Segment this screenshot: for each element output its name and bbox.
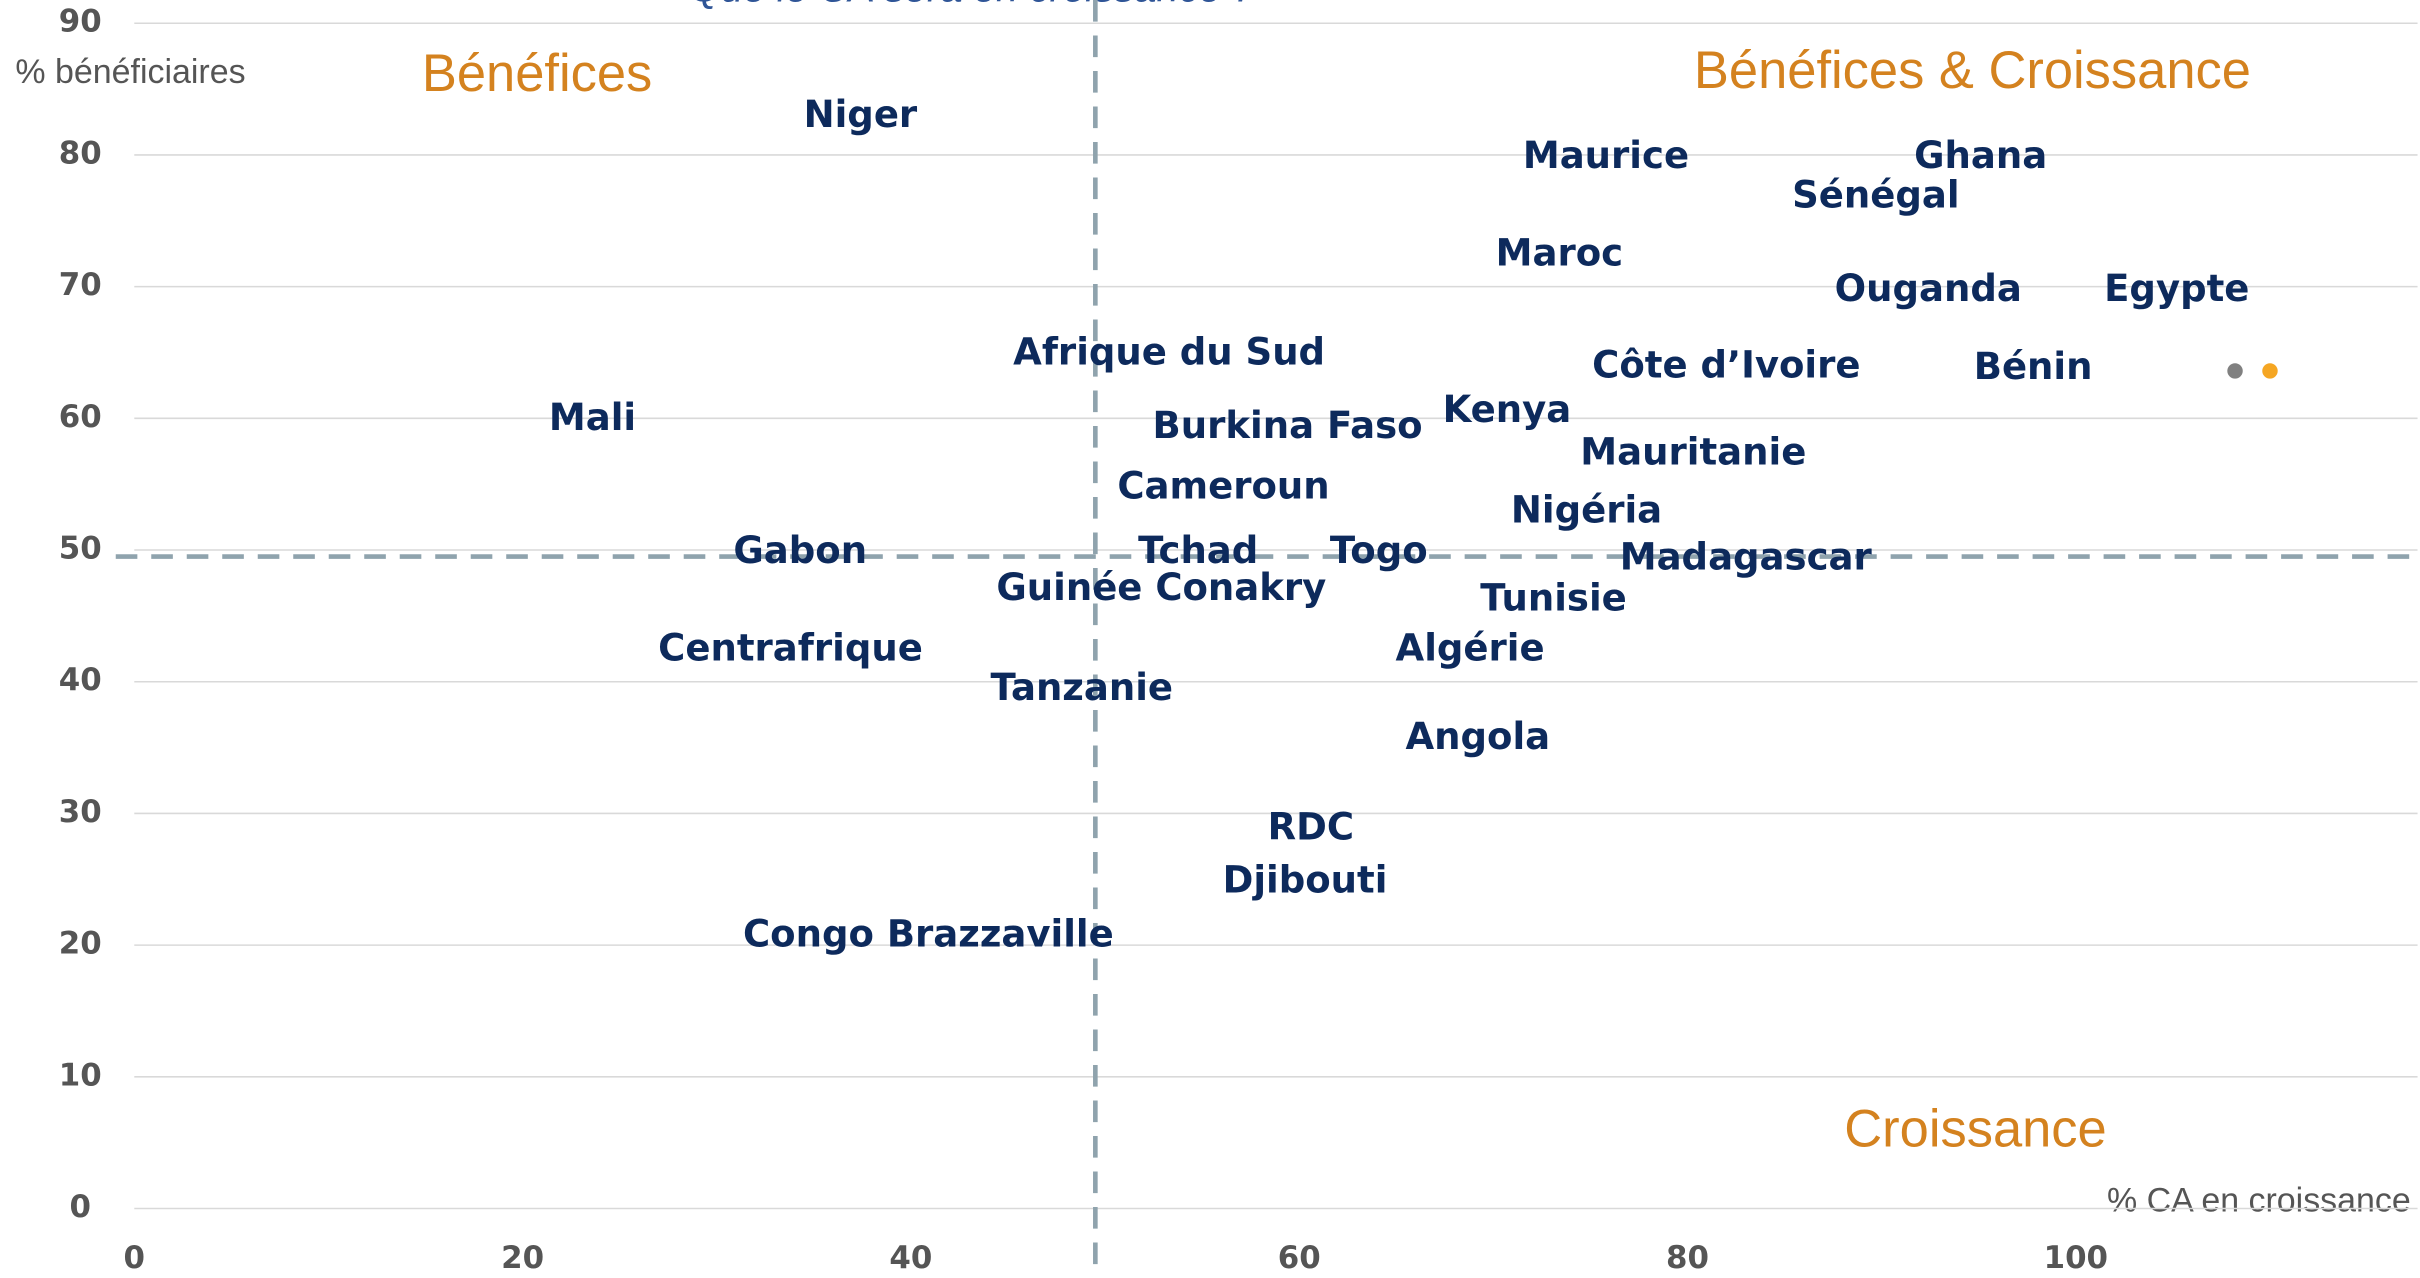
x-tick-label: 60: [1278, 1240, 1321, 1276]
point-label: Kenya: [1443, 388, 1572, 431]
point-label: Nigéria: [1511, 488, 1662, 531]
y-tick-label: 40: [59, 662, 102, 698]
point-label: Djibouti: [1223, 858, 1388, 901]
y-tick-label: 10: [59, 1057, 102, 1093]
point-label: Afrique du Sud: [1013, 330, 1325, 373]
point-label: Ghana: [1914, 134, 2047, 177]
point-label: Togo: [1330, 529, 1428, 572]
x-tick-label: 20: [501, 1240, 544, 1276]
y-tick-label: 50: [59, 531, 102, 567]
point-label: Cameroun: [1117, 465, 1329, 508]
point: [2227, 363, 2243, 379]
point: [2262, 363, 2278, 379]
chart-title: Que le CA sera en croissance ?: [690, 0, 1255, 10]
point-label: Ouganda: [1835, 267, 2022, 310]
quadrant-label: Bénéfices & Croissance: [1694, 42, 2251, 100]
point-label: Gabon: [733, 529, 867, 572]
point-label: Madagascar: [1620, 536, 1873, 579]
point-label: Algérie: [1396, 627, 1545, 670]
y-tick-label: 60: [59, 399, 102, 435]
point-label: RDC: [1268, 806, 1354, 849]
quadrant-label: Croissance: [1844, 1101, 2106, 1159]
x-tick-label: 40: [889, 1240, 932, 1276]
point-label: Mauritanie: [1580, 430, 1806, 473]
y-tick-label: 0: [70, 1189, 91, 1225]
point-label: Maurice: [1523, 134, 1689, 177]
y-tick-label: 70: [59, 267, 102, 303]
x-tick-label: 0: [124, 1240, 145, 1276]
point-label: Côte d’Ivoire: [1592, 343, 1860, 386]
point-label: Egypte: [2104, 267, 2249, 310]
x-tick-label: 80: [1666, 1240, 1709, 1276]
point-label: Tunisie: [1480, 577, 1626, 620]
y-tick-label: 20: [59, 926, 102, 962]
quadrant-label: Bénéfices: [422, 45, 652, 103]
point-label: Tanzanie: [990, 666, 1173, 709]
point-label: Guinée Conakry: [996, 566, 1326, 609]
y-axis-label: % bénéficiaires: [15, 53, 245, 91]
x-axis-label: % CA en croissance: [2107, 1181, 2411, 1219]
point-label: Tchad: [1138, 529, 1258, 572]
point-label: Maroc: [1496, 232, 1624, 275]
y-tick-label: 90: [59, 4, 102, 40]
point-label: Congo Brazzaville: [743, 912, 1114, 955]
y-tick-label: 30: [59, 794, 102, 830]
point-label: Sénégal: [1792, 174, 1959, 217]
point-label: Burkina Faso: [1153, 404, 1423, 447]
point-label: Niger: [804, 93, 918, 136]
point-label: Angola: [1406, 715, 1551, 758]
point-label: Bénin: [1974, 345, 2093, 388]
point-label: Mali: [549, 396, 636, 439]
x-tick-label: 100: [2044, 1240, 2108, 1276]
y-tick-label: 80: [59, 135, 102, 171]
point-label: Centrafrique: [658, 627, 923, 670]
